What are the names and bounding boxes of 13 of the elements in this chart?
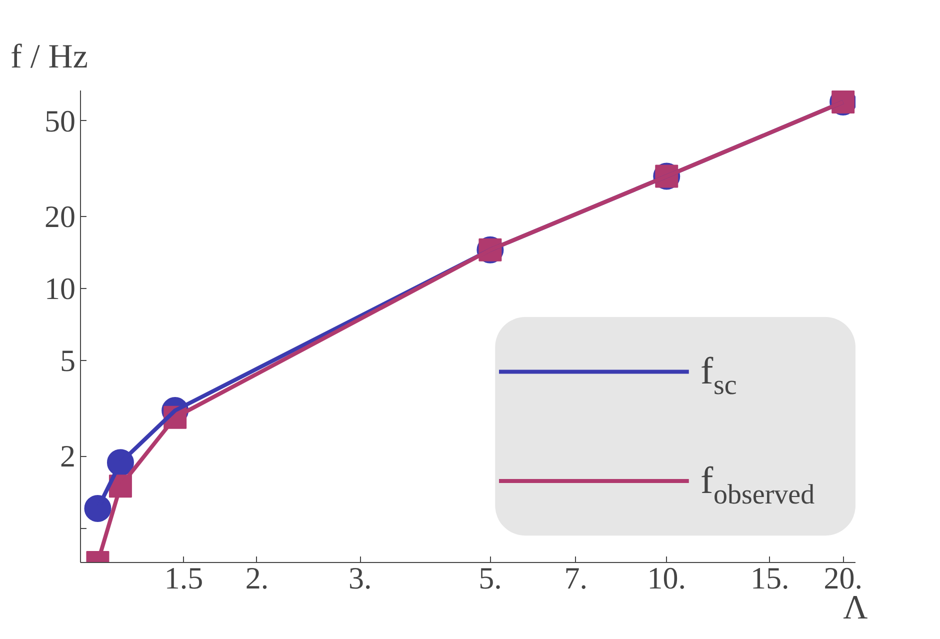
x-tick-label: 5. [478,560,502,596]
x-tick-label: 3. [348,560,372,596]
y-tick-label: 2 [60,438,76,474]
y-tick-label: 5 [60,343,76,378]
x-tick-label: 1.5 [164,560,204,596]
x-tick-label: 15. [750,560,790,596]
y-axis-title: f / Hz [10,38,88,76]
x-tick-label: 2. [245,560,269,596]
x-tick-label: 10. [647,560,686,596]
y-tick-label: 20 [44,198,76,234]
y-tick-label: 10 [44,271,76,306]
x-tick-label: 7. [564,560,588,596]
y-tick-label: 50 [44,103,76,138]
